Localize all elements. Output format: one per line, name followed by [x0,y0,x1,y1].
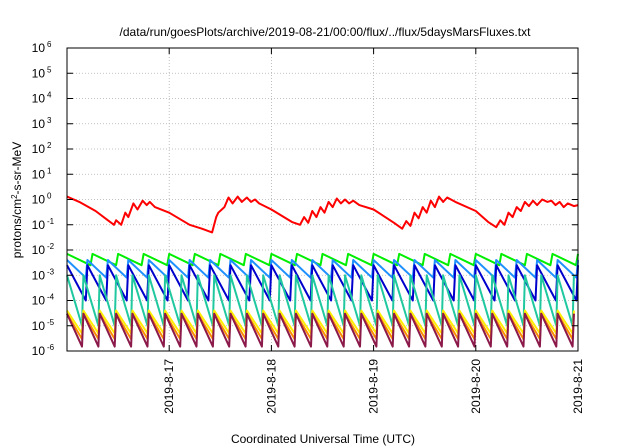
y-tick-label-exponent: 0 [47,192,52,201]
y-tick-label: 10 -3 [32,267,55,282]
series-line-8 [66,312,575,348]
y-tick-label: 10 2 [32,141,52,156]
y-tick-label-exponent: -5 [47,318,55,327]
x-tick-label: 2019-8-19 [367,359,381,414]
x-tick-label: 2019-8-18 [264,359,278,414]
y-tick-label: 10 6 [32,40,52,55]
y-tick-label: 10 1 [32,166,52,181]
y-tick-label: 10 5 [32,65,52,80]
series-layer [66,195,579,348]
y-tick-label: 10 4 [32,91,52,106]
x-tick-label: 2019-8-21 [571,359,585,414]
y-tick-label: 10 -6 [32,343,55,358]
y-tick-label-exponent: 3 [47,116,52,125]
y-tick-label-exponent: 5 [47,65,52,74]
y-axis-ticks: 10 -610 -510 -410 -310 -210 -110 010 110 210 310 41… [32,40,578,358]
x-tick-label: 2019-8-20 [469,359,483,414]
y-tick-label: 10 -5 [32,318,55,333]
y-axis-label-prefix: protons/cm [10,199,24,258]
y-tick-label: 10 -4 [32,293,55,308]
y-tick-label-base: 10 [32,294,46,308]
y-tick-label: 10 3 [32,116,52,131]
y-tick-label-exponent: -6 [47,343,55,352]
y-tick-label-base: 10 [32,167,46,181]
x-tick-label: 2019-8-17 [162,359,176,414]
y-tick-label-base: 10 [32,41,46,55]
y-tick-label-exponent: -1 [47,217,55,226]
y-axis-label: protons/cm2-s-sr-MeV [10,142,25,258]
y-tick-label-base: 10 [32,344,46,358]
y-tick-label-base: 10 [32,142,46,156]
y-tick-label-base: 10 [32,243,46,257]
y-tick-label-base: 10 [32,117,46,131]
y-axis-label-suffix: -s-sr-MeV [10,142,24,195]
y-tick-label-exponent: -3 [47,267,55,276]
y-tick-label-base: 10 [32,218,46,232]
x-axis-label: Coordinated Universal Time (UTC) [231,432,415,446]
y-tick-label-base: 10 [32,268,46,282]
series-line-2 [66,252,579,267]
y-tick-label-exponent: 4 [47,91,52,100]
y-tick-label-exponent: -4 [47,293,55,302]
y-tick-label-exponent: 1 [47,166,52,175]
y-tick-label-exponent: 6 [47,40,52,49]
y-tick-label-exponent: 2 [47,141,52,150]
y-tick-label-base: 10 [32,92,46,106]
series-line-1 [66,195,579,234]
y-axis-label-sup: 2 [10,194,19,199]
y-tick-label-base: 10 [32,66,46,80]
x-axis-ticks: 2019-8-17 2019-8-18 2019-8-19 2019-8-20 2019… [162,48,585,414]
y-tick-label-exponent: -2 [47,242,55,251]
y-tick-label: 10 -2 [32,242,55,257]
y-tick-label: 10 -1 [32,217,55,232]
chart-title: /data/run/goesPlots/archive/2019-08-21/0… [120,25,532,39]
y-tick-label: 10 0 [32,192,52,207]
y-tick-label-base: 10 [32,319,46,333]
y-tick-label-base: 10 [32,193,46,207]
series-line-4 [66,264,579,302]
